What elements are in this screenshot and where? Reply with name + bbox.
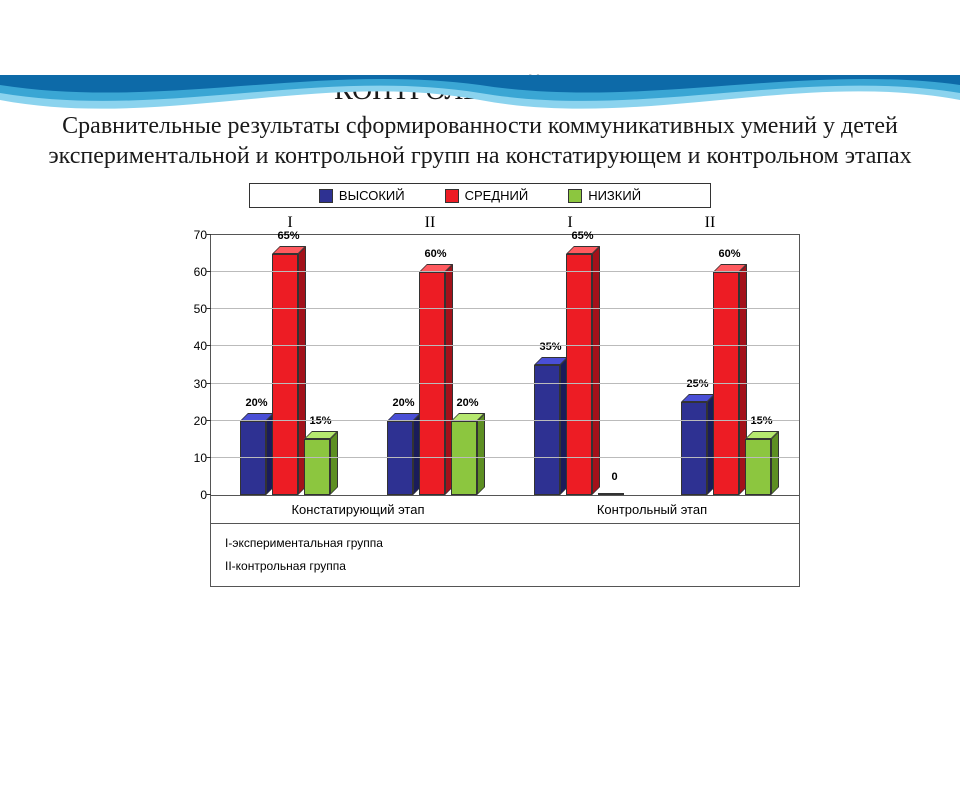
legend-item-medium: СРЕДНИЙ xyxy=(445,188,529,203)
legend-swatch-low xyxy=(568,189,582,203)
legend-swatch-high xyxy=(319,189,333,203)
y-grid-40 xyxy=(211,345,799,346)
legend-item-high: ВЫСОКИЙ xyxy=(319,188,405,203)
y-tick-30: 30 xyxy=(181,377,207,391)
legend-item-low: НИЗКИЙ xyxy=(568,188,641,203)
bar-front xyxy=(451,421,477,495)
legend-swatch-medium xyxy=(445,189,459,203)
y-tick-40: 40 xyxy=(181,339,207,353)
bar-front xyxy=(240,421,266,495)
stage-row: Констатирующий этап Контрольный этап xyxy=(210,496,800,524)
slide-title: КОНТРОЛЬНЫЙ ЭТАП xyxy=(0,75,960,107)
y-grid-30 xyxy=(211,383,799,384)
y-tick-20: 20 xyxy=(181,414,207,428)
y-grid-60 xyxy=(211,271,799,272)
legend: ВЫСОКИЙ СРЕДНИЙ НИЗКИЙ xyxy=(249,183,711,208)
bar-label-2-low: 0 xyxy=(590,471,640,483)
bar-front xyxy=(713,272,739,495)
bar-front xyxy=(745,439,771,495)
footnote-1: II-контрольная группа xyxy=(225,555,785,578)
footnote-0: I-экспериментальная группа xyxy=(225,532,785,555)
bar-side xyxy=(771,431,779,495)
legend-label-low: НИЗКИЙ xyxy=(588,188,641,203)
y-tick-mark-70 xyxy=(206,234,211,235)
legend-label-high: ВЫСОКИЙ xyxy=(339,188,405,203)
y-tick-50: 50 xyxy=(181,302,207,316)
bar-side xyxy=(330,431,338,495)
y-grid-20 xyxy=(211,420,799,421)
y-tick-10: 10 xyxy=(181,451,207,465)
bar-label-3-low: 15% xyxy=(737,415,787,427)
chart: ВЫСОКИЙ СРЕДНИЙ НИЗКИЙ IIIIII 20%65%15%2… xyxy=(160,183,800,587)
y-grid-50 xyxy=(211,308,799,309)
roman-1: II xyxy=(360,214,500,232)
slide-subtitle: Сравнительные результаты сформированност… xyxy=(40,111,920,171)
y-tick-60: 60 xyxy=(181,265,207,279)
bar-front xyxy=(566,254,592,495)
y-grid-10 xyxy=(211,457,799,458)
bar-front xyxy=(304,439,330,495)
bar-front xyxy=(681,402,707,495)
stage-label-0: Констатирующий этап xyxy=(211,502,505,517)
legend-label-medium: СРЕДНИЙ xyxy=(465,188,529,203)
stage-label-1: Контрольный этап xyxy=(505,502,799,517)
bar-front xyxy=(419,272,445,495)
bar-label-0-low: 15% xyxy=(296,415,346,427)
bar-front xyxy=(272,254,298,495)
footnote-box: I-экспериментальная группа II-контрольна… xyxy=(210,524,800,587)
y-tick-0: 0 xyxy=(181,488,207,502)
bar-label-1-low: 20% xyxy=(443,397,493,409)
bar-front xyxy=(598,493,624,495)
plot-area: 20%65%15%20%60%20%35%65%025%60%15% 01020… xyxy=(210,234,800,496)
bar-front xyxy=(534,365,560,495)
y-tick-70: 70 xyxy=(181,228,207,242)
y-tick-mark-0 xyxy=(206,494,211,495)
bar-side xyxy=(477,413,485,495)
roman-3: II xyxy=(640,214,780,232)
bar-front xyxy=(387,421,413,495)
